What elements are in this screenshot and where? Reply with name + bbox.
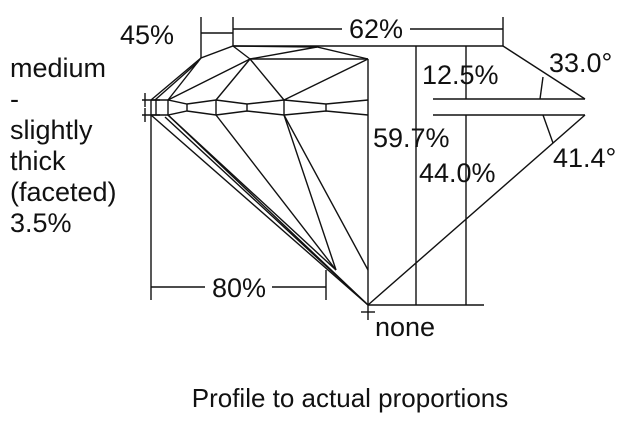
girdle-line: -	[10, 84, 19, 114]
girdle-line: thick	[10, 146, 66, 176]
total-depth-label: 59.7%	[373, 123, 450, 153]
lower-half-label: 45%	[120, 20, 174, 50]
girdle-line: medium	[10, 53, 106, 83]
table-label: 62%	[349, 14, 403, 44]
crown-height-label: 12.5%	[422, 60, 499, 90]
dimension-lines	[142, 17, 504, 320]
diamond-right-schematic	[233, 45, 586, 306]
girdle-line: (faceted)	[10, 177, 117, 207]
girdle-line: slightly	[10, 115, 93, 145]
pavilion-depth-label: 44.0%	[419, 158, 496, 188]
crown-angle-label: 33.0°	[549, 48, 612, 78]
diamond-left-half-facets	[150, 45, 369, 306]
caption: Profile to actual proportions	[192, 383, 509, 413]
girdle-line: 3.5%	[10, 208, 72, 238]
pavilion-angle-label: 41.4°	[553, 143, 616, 173]
culet-label: none	[375, 312, 435, 342]
lower-girdle-label: 80%	[212, 273, 266, 303]
girdle-label: medium - slightly thick (faceted) 3.5%	[10, 53, 117, 238]
